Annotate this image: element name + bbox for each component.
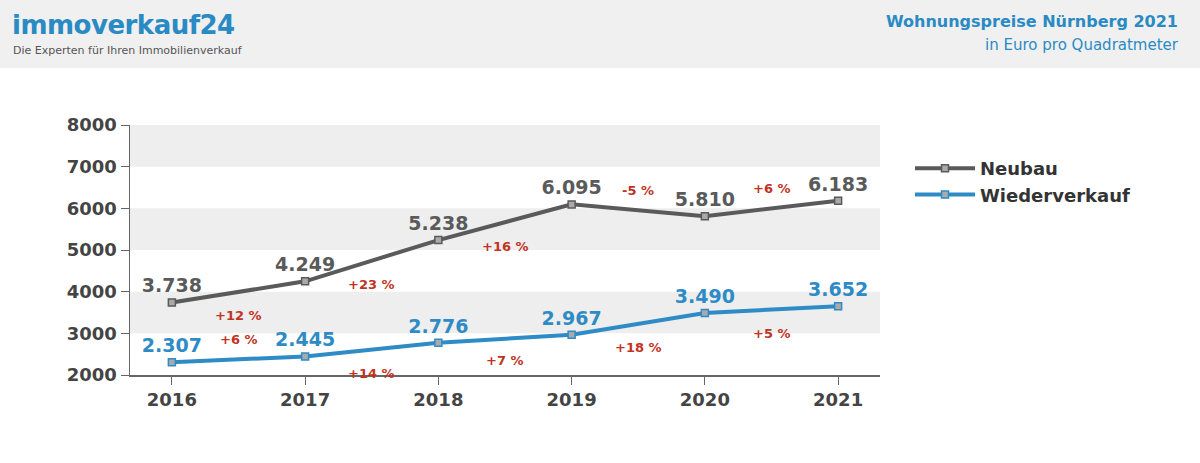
- svg-text:5.810: 5.810: [675, 188, 735, 210]
- svg-text:6.183: 6.183: [808, 173, 868, 195]
- svg-text:3.490: 3.490: [675, 285, 735, 307]
- svg-text:2.967: 2.967: [542, 307, 602, 329]
- svg-text:8000: 8000: [67, 114, 117, 135]
- svg-text:2.445: 2.445: [275, 328, 335, 350]
- svg-text:3000: 3000: [67, 323, 117, 344]
- svg-text:+5 %: +5 %: [753, 326, 791, 341]
- svg-text:Neubau: Neubau: [980, 158, 1058, 179]
- svg-text:5.238: 5.238: [408, 212, 468, 234]
- html-text:in Euro pro Quadratmeter: in Euro pro Quadratmeter: [985, 36, 1178, 54]
- svg-text:+18 %: +18 %: [615, 340, 662, 355]
- svg-text:+7 %: +7 %: [486, 353, 524, 368]
- html-text:Die Experten für Ihren Immobil: Die Experten für Ihren Immobilienverkauf: [13, 44, 242, 57]
- html-text:Wohnungspreise Nürnberg 2021: Wohnungspreise Nürnberg 2021: [886, 12, 1178, 31]
- svg-text:2021: 2021: [813, 389, 863, 410]
- svg-text:2000: 2000: [67, 364, 117, 385]
- svg-text:2.776: 2.776: [408, 315, 468, 337]
- svg-text:Wiederverkauf: Wiederverkauf: [980, 185, 1130, 206]
- svg-text:3.652: 3.652: [808, 278, 868, 300]
- svg-text:6000: 6000: [67, 198, 117, 219]
- svg-text:+14 %: +14 %: [348, 366, 395, 381]
- svg-text:3.738: 3.738: [142, 274, 202, 296]
- svg-text:2.307: 2.307: [142, 334, 202, 356]
- svg-text:+12 %: +12 %: [215, 308, 262, 323]
- svg-text:7000: 7000: [67, 156, 117, 177]
- svg-text:2017: 2017: [280, 389, 330, 410]
- svg-text:+16 %: +16 %: [482, 239, 529, 254]
- svg-text:2016: 2016: [147, 389, 197, 410]
- svg-text:+6 %: +6 %: [753, 181, 791, 196]
- svg-text:2020: 2020: [680, 389, 730, 410]
- html-text:immoverkauf24: immoverkauf24: [12, 10, 235, 40]
- svg-text:+6 %: +6 %: [220, 332, 258, 347]
- svg-text:-5 %: -5 %: [622, 183, 654, 198]
- svg-text:2018: 2018: [413, 389, 463, 410]
- svg-text:2019: 2019: [547, 389, 597, 410]
- svg-text:6.095: 6.095: [542, 176, 602, 198]
- svg-text:+23 %: +23 %: [348, 277, 395, 292]
- svg-text:5000: 5000: [67, 239, 117, 260]
- svg-text:4000: 4000: [67, 281, 117, 302]
- svg-text:4.249: 4.249: [275, 253, 335, 275]
